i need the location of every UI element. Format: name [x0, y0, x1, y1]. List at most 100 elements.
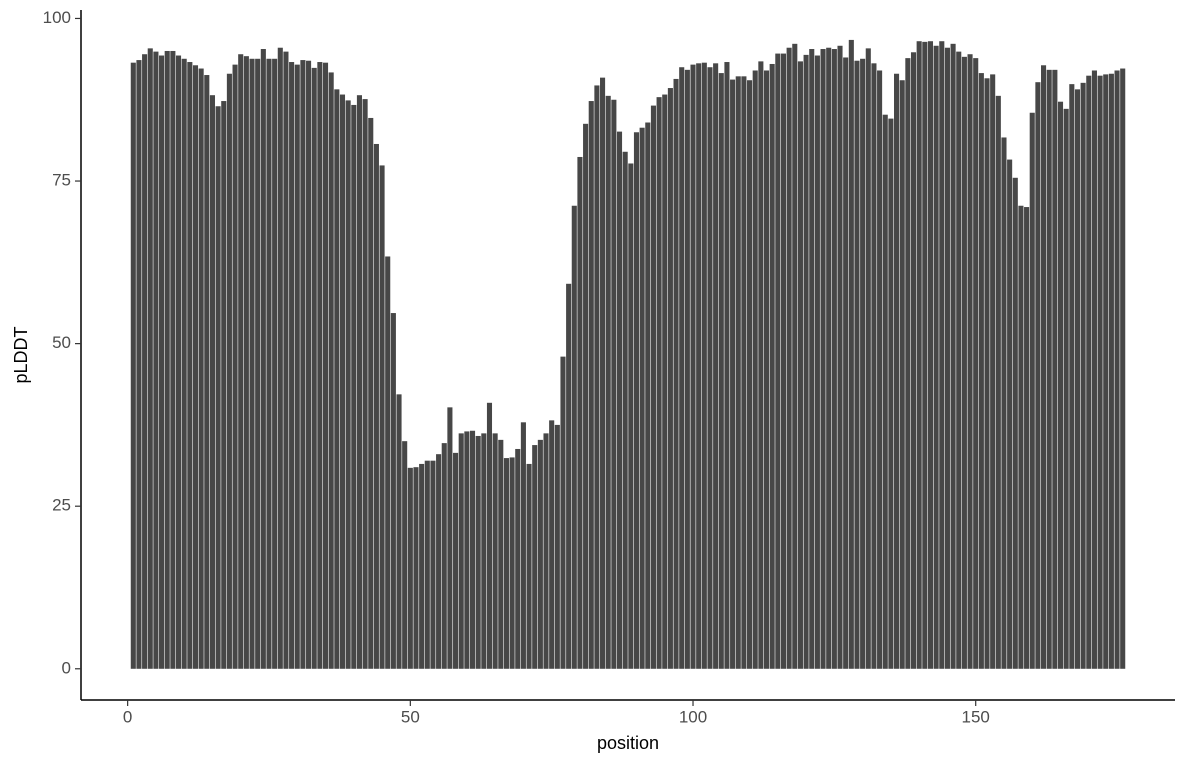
bar	[181, 58, 187, 669]
bar	[1091, 70, 1097, 669]
bar	[300, 60, 306, 669]
bar	[1120, 68, 1126, 669]
bar	[142, 54, 148, 669]
bar	[605, 95, 611, 669]
bar	[486, 402, 493, 669]
bar	[1018, 205, 1024, 669]
bar	[532, 445, 538, 669]
bar	[763, 70, 770, 669]
bar	[882, 114, 888, 669]
bar	[899, 80, 905, 669]
bar	[436, 454, 442, 669]
bar	[797, 61, 803, 669]
bar	[950, 43, 956, 669]
bar	[696, 63, 702, 669]
bar	[871, 63, 877, 669]
bar	[1074, 89, 1081, 669]
bar	[673, 78, 679, 669]
bar	[701, 62, 707, 669]
bar	[469, 430, 476, 669]
bar	[453, 452, 459, 669]
bar	[990, 74, 996, 669]
bar	[164, 50, 170, 669]
bar	[379, 165, 385, 669]
bar	[317, 62, 323, 669]
bar	[554, 424, 560, 669]
bar	[973, 58, 979, 669]
bar	[498, 439, 504, 669]
bar	[1035, 82, 1041, 669]
bar	[272, 58, 278, 669]
bar	[1052, 69, 1058, 669]
bar	[927, 41, 934, 669]
bar	[978, 73, 984, 669]
bar	[758, 61, 764, 669]
bar	[961, 56, 967, 669]
bar	[956, 51, 962, 669]
bar	[430, 460, 436, 669]
bar	[933, 45, 939, 669]
bar	[147, 48, 153, 669]
bar	[814, 55, 820, 669]
bar	[130, 62, 136, 669]
bar	[159, 55, 165, 669]
bar	[170, 50, 176, 669]
bar	[662, 94, 668, 669]
bar	[628, 163, 634, 669]
bar	[549, 420, 555, 669]
bar	[792, 43, 798, 669]
bar	[707, 67, 713, 669]
bar	[509, 457, 515, 669]
bar	[747, 80, 753, 669]
bar	[594, 85, 600, 669]
bar	[447, 407, 453, 669]
bar	[1046, 69, 1052, 669]
bar	[356, 95, 362, 669]
bar	[995, 95, 1001, 669]
bar	[916, 41, 922, 669]
bar	[633, 132, 640, 669]
bar	[735, 76, 741, 669]
bar	[345, 100, 351, 669]
bar	[713, 63, 719, 669]
bar	[888, 118, 894, 669]
bar	[1057, 101, 1064, 669]
bar	[277, 47, 283, 669]
bar	[351, 104, 357, 669]
bar	[520, 422, 526, 669]
bar	[373, 143, 379, 669]
bar	[1024, 207, 1030, 669]
bar	[385, 256, 391, 669]
bar	[1097, 75, 1103, 669]
y-tick-label: 25	[52, 496, 71, 515]
bar	[877, 70, 883, 669]
bar	[786, 47, 792, 669]
bar	[984, 78, 990, 669]
bar	[187, 62, 193, 669]
bar	[306, 60, 312, 669]
bar	[826, 47, 832, 669]
bar	[905, 58, 911, 669]
bar	[362, 99, 368, 669]
bar	[1103, 74, 1109, 669]
bar	[571, 205, 577, 669]
bar	[645, 122, 651, 669]
bar	[1069, 84, 1075, 669]
bar	[730, 79, 736, 669]
y-tick-label: 100	[43, 8, 71, 27]
bar	[1108, 73, 1114, 669]
bar	[136, 60, 142, 669]
bar	[153, 51, 159, 669]
bar	[226, 73, 232, 669]
bar	[198, 68, 204, 669]
bar	[249, 58, 255, 669]
bar	[294, 64, 300, 669]
bar	[221, 101, 227, 669]
bar	[1001, 137, 1007, 669]
bar	[475, 435, 481, 669]
bar	[752, 70, 758, 669]
bar	[424, 460, 430, 669]
bar	[390, 313, 396, 669]
bar	[860, 58, 866, 669]
